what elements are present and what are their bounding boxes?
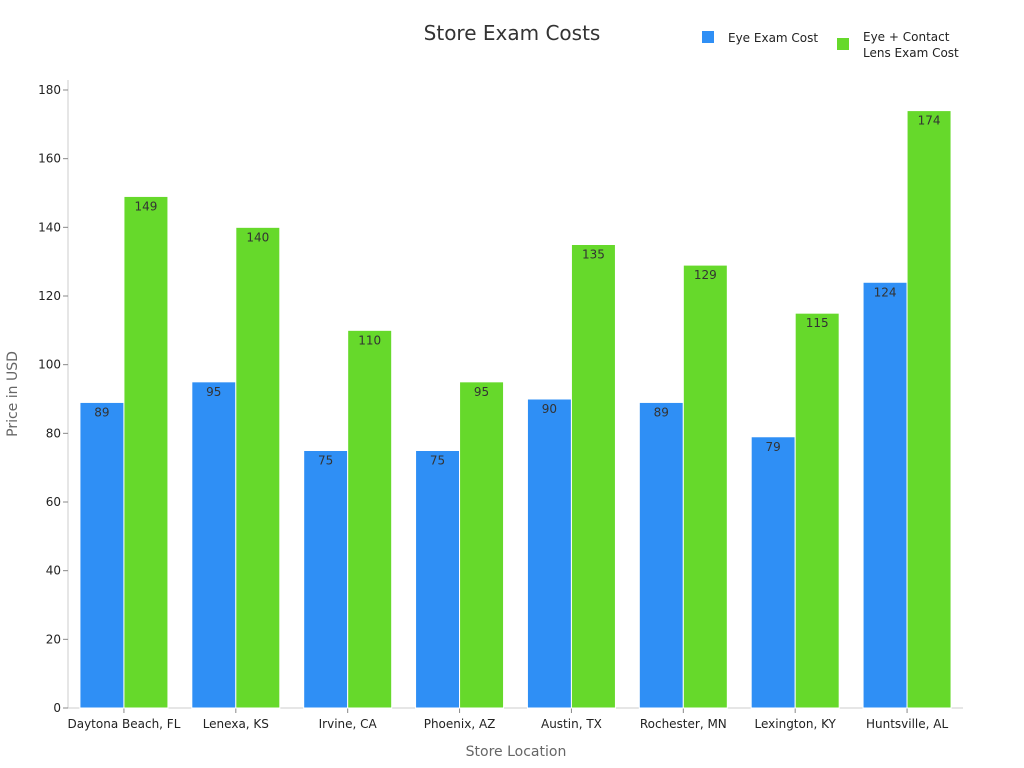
bar-eye-contact <box>123 195 169 709</box>
x-tick-label: Lexington, KY <box>755 717 837 731</box>
y-tick-label: 100 <box>38 358 61 372</box>
data-label-eye-exam: 89 <box>94 405 109 419</box>
bar-eye-contact <box>570 244 616 709</box>
x-tick-label: Huntsville, AL <box>866 717 949 731</box>
bar-eye-contact <box>682 264 728 709</box>
bar-eye-contact <box>459 381 505 709</box>
bar-eye-exam <box>303 450 349 709</box>
x-tick-label: Irvine, CA <box>319 717 378 731</box>
bars <box>79 110 952 709</box>
x-tick-label: Phoenix, AZ <box>424 717 496 731</box>
bar-eye-contact <box>794 312 840 709</box>
data-label-eye-exam: 75 <box>318 454 333 468</box>
data-label-eye-contact: 135 <box>582 248 605 262</box>
x-tick-label: Daytona Beach, FL <box>67 717 180 731</box>
legend: Eye Exam Cost Eye + Contact Lens Exam Co… <box>702 30 959 60</box>
bar-eye-exam <box>415 450 461 709</box>
data-label-eye-contact: 115 <box>806 316 829 330</box>
data-label-eye-exam: 75 <box>430 454 445 468</box>
bar-eye-exam <box>526 398 572 709</box>
y-axis-title: Price in USD <box>5 351 21 437</box>
data-label-eye-contact: 149 <box>134 199 157 213</box>
data-labels: 89 149 95 140 75 110 75 95 90 135 89 129 79 115 124 174 <box>94 114 940 468</box>
bar-eye-exam <box>638 401 684 709</box>
data-label-eye-exam: 79 <box>766 440 781 454</box>
axes: 0 20 40 60 80 100 120 140 160 180 Daytona Beach, F… <box>38 80 963 731</box>
bar-eye-contact <box>906 110 952 709</box>
legend-label-eye-contact-line-1: Eye + Contact <box>863 30 950 44</box>
x-axis-title: Store Location <box>466 744 567 760</box>
legend-label-eye-contact-line-2: Lens Exam Cost <box>863 46 959 60</box>
chart-title: Store Exam Costs <box>424 21 601 45</box>
data-label-eye-exam: 124 <box>874 285 897 299</box>
y-tick-label: 60 <box>46 495 61 509</box>
data-label-eye-exam: 89 <box>654 405 669 419</box>
y-tick-label: 120 <box>38 289 61 303</box>
legend-item-eye-exam: Eye Exam Cost <box>702 31 818 45</box>
y-tick-label: 20 <box>46 632 61 646</box>
bar-eye-exam <box>79 401 125 709</box>
bar-eye-contact <box>347 329 393 709</box>
y-tick-label: 0 <box>53 701 61 715</box>
legend-item-eye-contact: Eye + Contact Lens Exam Cost <box>837 30 959 60</box>
data-label-eye-contact: 110 <box>358 333 381 347</box>
legend-label-eye-exam: Eye Exam Cost <box>728 31 818 45</box>
y-tick-label: 140 <box>38 220 61 234</box>
legend-swatch-eye-exam <box>702 31 714 43</box>
bar-eye-contact <box>235 226 281 709</box>
y-tick-label: 40 <box>46 564 61 578</box>
data-label-eye-contact: 174 <box>918 114 941 128</box>
y-tick-label: 160 <box>38 152 61 166</box>
data-label-eye-exam: 90 <box>542 402 557 416</box>
bar-eye-exam <box>862 281 908 709</box>
data-label-eye-contact: 129 <box>694 268 717 282</box>
x-tick-label: Austin, TX <box>541 717 602 731</box>
x-tick-label: Rochester, MN <box>640 717 727 731</box>
y-tick-label: 180 <box>38 83 61 97</box>
data-label-eye-contact: 140 <box>246 230 269 244</box>
data-label-eye-contact: 95 <box>474 385 489 399</box>
data-label-eye-exam: 95 <box>206 385 221 399</box>
bar-eye-exam <box>191 381 237 709</box>
y-tick-label: 80 <box>46 426 61 440</box>
legend-swatch-eye-contact <box>837 38 849 50</box>
bar-eye-exam <box>750 436 796 709</box>
x-tick-label: Lenexa, KS <box>203 717 269 731</box>
